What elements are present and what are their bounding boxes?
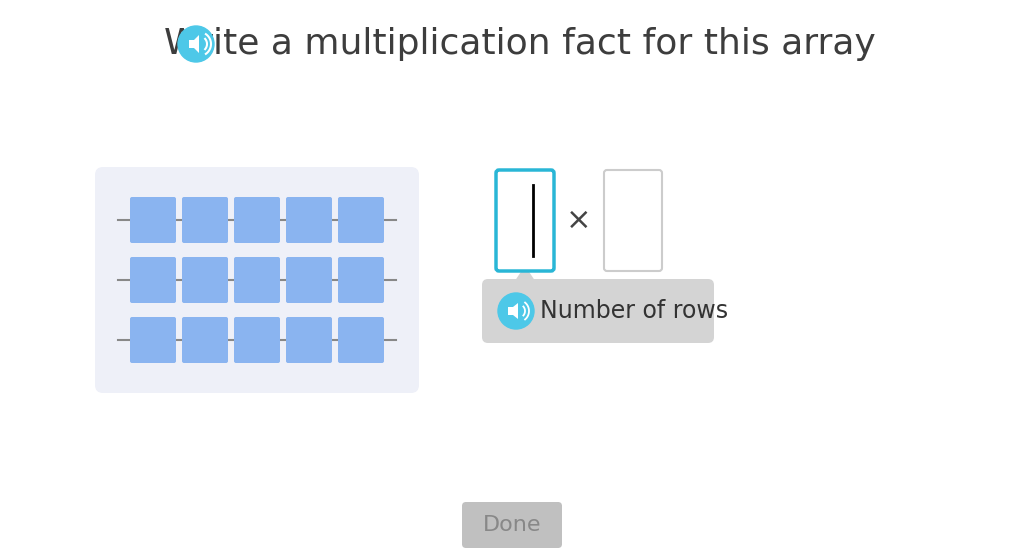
Text: ×: × [566, 206, 592, 235]
Polygon shape [513, 267, 537, 285]
FancyBboxPatch shape [338, 197, 384, 243]
FancyBboxPatch shape [286, 257, 332, 303]
FancyBboxPatch shape [182, 317, 228, 363]
Text: Write a multiplication fact for this array: Write a multiplication fact for this arr… [164, 27, 876, 61]
FancyBboxPatch shape [496, 170, 554, 271]
Text: Number of rows: Number of rows [540, 299, 728, 323]
FancyBboxPatch shape [182, 257, 228, 303]
Circle shape [498, 293, 534, 329]
Polygon shape [508, 303, 518, 319]
FancyBboxPatch shape [95, 167, 419, 393]
FancyBboxPatch shape [338, 257, 384, 303]
FancyBboxPatch shape [286, 197, 332, 243]
FancyBboxPatch shape [234, 257, 280, 303]
Circle shape [178, 26, 214, 62]
FancyBboxPatch shape [182, 197, 228, 243]
Text: Done: Done [482, 515, 542, 535]
FancyBboxPatch shape [462, 502, 562, 548]
FancyBboxPatch shape [286, 317, 332, 363]
FancyBboxPatch shape [234, 197, 280, 243]
FancyBboxPatch shape [130, 257, 176, 303]
FancyBboxPatch shape [130, 317, 176, 363]
FancyBboxPatch shape [234, 317, 280, 363]
FancyBboxPatch shape [338, 317, 384, 363]
Polygon shape [189, 35, 199, 53]
FancyBboxPatch shape [604, 170, 662, 271]
FancyBboxPatch shape [482, 279, 714, 343]
FancyBboxPatch shape [130, 197, 176, 243]
